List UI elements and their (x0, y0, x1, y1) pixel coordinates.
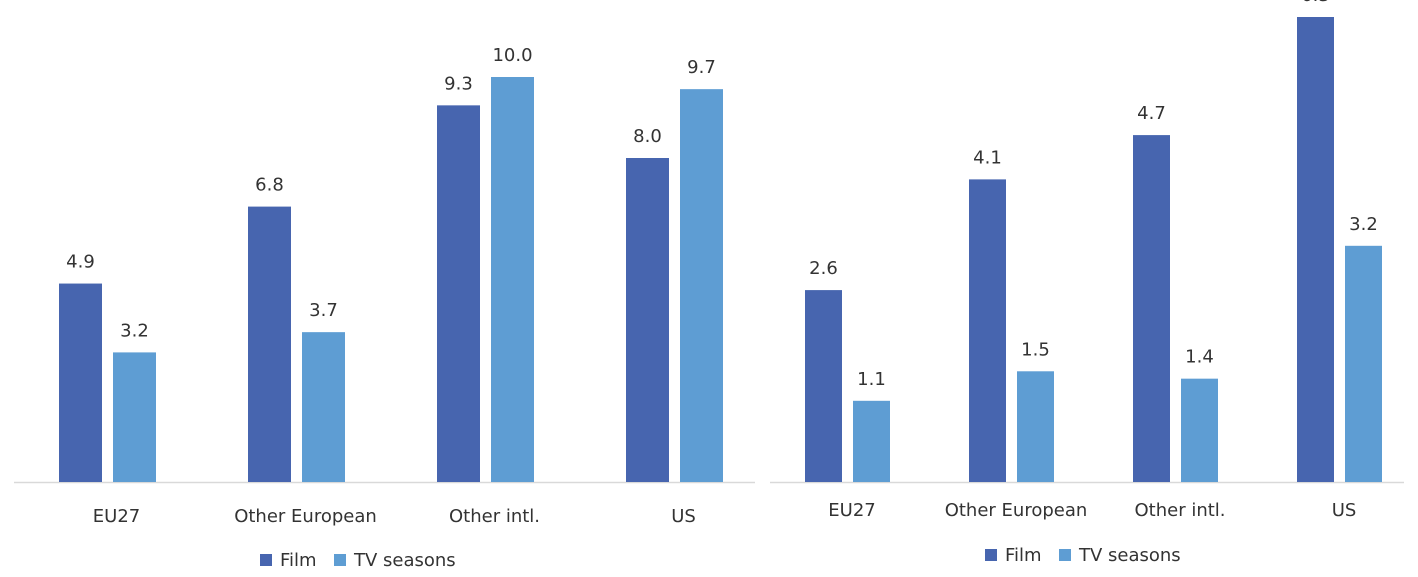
category-label-1: EU27 (93, 506, 140, 527)
bar-tv-seasons-4 (1345, 245, 1382, 482)
legend-swatch-tv-seasons (334, 554, 346, 566)
data-label-film-1: 2.6 (809, 258, 838, 279)
bar-film-1 (805, 290, 842, 482)
legend-swatch-tv-seasons (1059, 549, 1071, 561)
bar-tv-seasons-2 (1017, 371, 1054, 482)
bar-tv-seasons-3 (1181, 378, 1218, 482)
data-label-tv-seasons-2: 1.5 (1021, 339, 1050, 360)
bar-film-4 (626, 158, 669, 482)
data-label-tv-seasons-4: 9.7 (687, 57, 716, 78)
category-label-2: Other European (945, 500, 1088, 521)
bar-tv-seasons-1 (853, 400, 890, 482)
category-label-4: US (671, 506, 696, 527)
data-label-film-2: 4.1 (973, 147, 1002, 168)
data-label-film-3: 4.7 (1137, 103, 1166, 124)
data-label-film-3: 9.3 (444, 73, 473, 94)
category-label-1: EU27 (828, 500, 875, 521)
data-label-tv-seasons-3: 10.0 (492, 45, 532, 66)
bar-tv-seasons-4 (680, 89, 723, 483)
data-label-tv-seasons-1: 1.1 (857, 369, 886, 390)
bar-tv-seasons-3 (491, 77, 534, 482)
bar-film-1 (59, 283, 102, 482)
data-label-film-1: 4.9 (66, 252, 95, 273)
bar-film-3 (437, 105, 480, 482)
bar-film-2 (969, 179, 1006, 482)
legend-label-tv-seasons: TV seasons (1078, 545, 1181, 566)
bar-tv-seasons-1 (113, 352, 156, 482)
category-label-4: US (1332, 500, 1357, 521)
bar-film-3 (1133, 135, 1170, 482)
data-label-tv-seasons-1: 3.2 (120, 320, 149, 341)
data-label-tv-seasons-4: 3.2 (1349, 214, 1378, 235)
data-label-tv-seasons-2: 3.7 (309, 300, 338, 321)
data-label-film-2: 6.8 (255, 175, 284, 196)
data-label-film-4: 6.3 (1301, 0, 1330, 6)
bar-film-4 (1297, 17, 1334, 482)
chart-left: 4.9 3.2 EU27 6.8 3.7 Other European 9.3 10.0 Oth… (14, 45, 755, 571)
legend-label-tv-seasons: TV seasons (353, 550, 456, 571)
category-label-3: Other intl. (449, 506, 540, 527)
legend-label-film: Film (280, 550, 317, 571)
data-label-film-4: 8.0 (633, 126, 662, 147)
category-label-3: Other intl. (1134, 500, 1225, 521)
data-label-tv-seasons-3: 1.4 (1185, 347, 1214, 368)
chart-right: 2.6 1.1 EU27 4.1 1.5 Other European 4.7 1.4 Othe… (770, 0, 1404, 566)
legend-swatch-film (260, 554, 272, 566)
category-label-2: Other European (234, 506, 377, 527)
bar-tv-seasons-2 (302, 332, 345, 482)
legend-swatch-film (985, 549, 997, 561)
bar-film-2 (248, 206, 291, 482)
legend-label-film: Film (1005, 545, 1042, 566)
